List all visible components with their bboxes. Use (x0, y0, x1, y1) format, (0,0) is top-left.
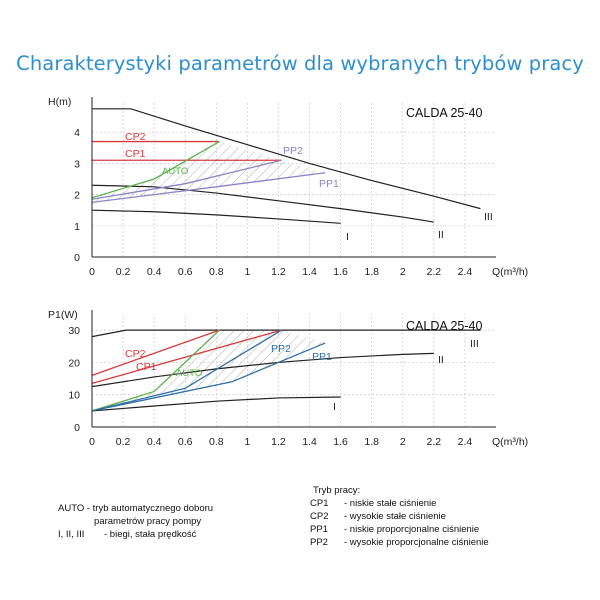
power-operating-region (92, 330, 326, 411)
legend-mode-row: PP2 - wysokie proporcjonalne ciśnienie (310, 536, 489, 549)
power-x-tick-label: 0.2 (116, 436, 131, 448)
power-x-tick-label: 1 (244, 436, 250, 448)
power-x-tick-label: 2 (400, 436, 406, 448)
head-label-cp2: CP2 (125, 131, 146, 143)
power-x-tick-label: 0.8 (209, 436, 224, 448)
head-x-tick-label: 0.8 (209, 266, 224, 278)
legend-auto: AUTO - tryb automatycznego doboru parame… (58, 502, 213, 541)
power-x-tick-label: 0.6 (178, 436, 193, 448)
head-x-tick-label: 1.6 (333, 266, 348, 278)
head-x-tick-label: 1.2 (271, 266, 286, 278)
power-x-tick-label: 2.4 (458, 436, 473, 448)
legend-speeds-key: I, II, III (58, 529, 85, 540)
power-y-tick-label: 10 (68, 390, 80, 402)
power-x-axis-title: Q(m³/h) (492, 436, 528, 448)
legend-mode-desc: - wysokie stałe ciśnienie (344, 511, 446, 522)
power-y-tick-label: 20 (68, 357, 80, 369)
head-series-i (91, 209, 341, 224)
head-x-tick-label: 0.4 (147, 266, 162, 278)
head-y-tick-label: 4 (74, 127, 80, 139)
head-y-tick-label: 3 (74, 158, 80, 170)
legend-mode-key: PP2 (310, 537, 328, 548)
head-label-speed-3: III (484, 211, 493, 223)
head-x-axis-title: Q(m³/h) (492, 266, 528, 278)
power-label-pp1: PP1 (312, 351, 332, 363)
power-series-iii (91, 329, 481, 338)
power-label-speed-2: II (438, 354, 444, 366)
legend-mode-row: CP2 - wysokie stałe ciśnienie (310, 510, 489, 523)
power-series-cp2 (91, 329, 220, 376)
legend-mode-desc: - niskie proporcjonalne ciśnienie (344, 524, 480, 535)
head-x-tick-label: 2.4 (458, 266, 473, 278)
head-x-tick-label: 1 (244, 266, 250, 278)
legend-modes-heading: Tryb pracy: (313, 485, 361, 496)
power-series-pp1 (91, 342, 326, 412)
power-label-pp2: PP2 (271, 343, 291, 355)
head-series-pp1 (91, 172, 326, 204)
head-x-tick-label: 0 (89, 266, 95, 278)
head-x-tick-label: 2 (400, 266, 406, 278)
head-label-auto: AUTO (162, 166, 188, 177)
head-model-label: CALDA 25-40 (406, 106, 482, 120)
head-label-pp1: PP1 (319, 178, 339, 190)
head-x-tick-label: 1.4 (302, 266, 317, 278)
legend-mode-key: CP2 (310, 511, 329, 522)
head-label-speed-2: II (438, 229, 444, 241)
power-y-tick-label: 30 (68, 325, 80, 337)
legend-mode-desc: - wysokie proporcjonalne ciśnienie (344, 537, 489, 548)
page-title: Charakterystyki parametrów dla wybranych… (16, 52, 584, 75)
legend-mode-key: PP1 (310, 524, 328, 535)
legend-modes: Tryb pracy: CP1- niskie stałe ciśnienie … (310, 484, 489, 549)
power-y-axis-title: P1(W) (48, 309, 78, 321)
power-label-speed-3: III (470, 338, 479, 350)
head-x-tick-label: 0.6 (178, 266, 193, 278)
power-label-auto: AUTO (176, 368, 202, 379)
power-x-tick-label: 0.4 (147, 436, 162, 448)
head-label-pp2: PP2 (283, 145, 303, 157)
power-y-tick-label: 0 (74, 422, 80, 434)
power-x-tick-label: 1.8 (364, 436, 379, 448)
legend-speeds: I, II, III - biegi, stała prędkość (58, 528, 213, 541)
head-series-iii (92, 108, 481, 210)
legend-mode-desc: - niskie stałe ciśnienie (344, 498, 437, 509)
head-y-tick-label: 0 (74, 252, 80, 264)
power-x-tick-label: 1.6 (333, 436, 348, 448)
head-series-ii (91, 184, 434, 223)
head-label-cp1: CP1 (125, 148, 146, 160)
power-x-tick-label: 2.2 (427, 436, 442, 448)
power-x-tick-label: 0 (89, 436, 95, 448)
head-series-auto (91, 140, 220, 199)
legend-mode-row: PP1 - niskie proporcjonalne ciśnienie (310, 523, 489, 536)
head-x-tick-label: 2.2 (427, 266, 442, 278)
head-x-tick-label: 1.8 (364, 266, 379, 278)
head-series-pp2 (91, 159, 282, 200)
legend-mode-row: CP1 - niskie stałe ciśnienie (310, 497, 489, 510)
power-series-cp1 (91, 329, 282, 385)
power-label-speed-1: I (333, 401, 336, 413)
legend-auto-line2: parametrów pracy pompy (94, 516, 202, 527)
power-x-tick-label: 1.4 (302, 436, 317, 448)
power-series-pp2 (91, 329, 282, 412)
power-label-cp1: CP1 (136, 361, 157, 373)
power-model-label: CALDA 25-40 (406, 319, 482, 333)
legend-auto-line1: AUTO - tryb automatycznego doboru (58, 503, 214, 514)
head-y-tick-label: 1 (74, 221, 80, 233)
power-x-tick-label: 1.2 (271, 436, 286, 448)
head-x-tick-label: 0.2 (116, 266, 131, 278)
legend-speeds-desc: - biegi, stała prędkość (104, 529, 197, 540)
power-series-i (91, 396, 341, 412)
power-label-cp2: CP2 (125, 348, 146, 360)
head-label-speed-1: I (346, 231, 349, 243)
head-y-axis-title: H(m) (48, 96, 71, 108)
head-y-tick-label: 2 (74, 190, 80, 202)
power-series-auto (91, 329, 220, 412)
legend-mode-key: CP1 (310, 498, 329, 509)
